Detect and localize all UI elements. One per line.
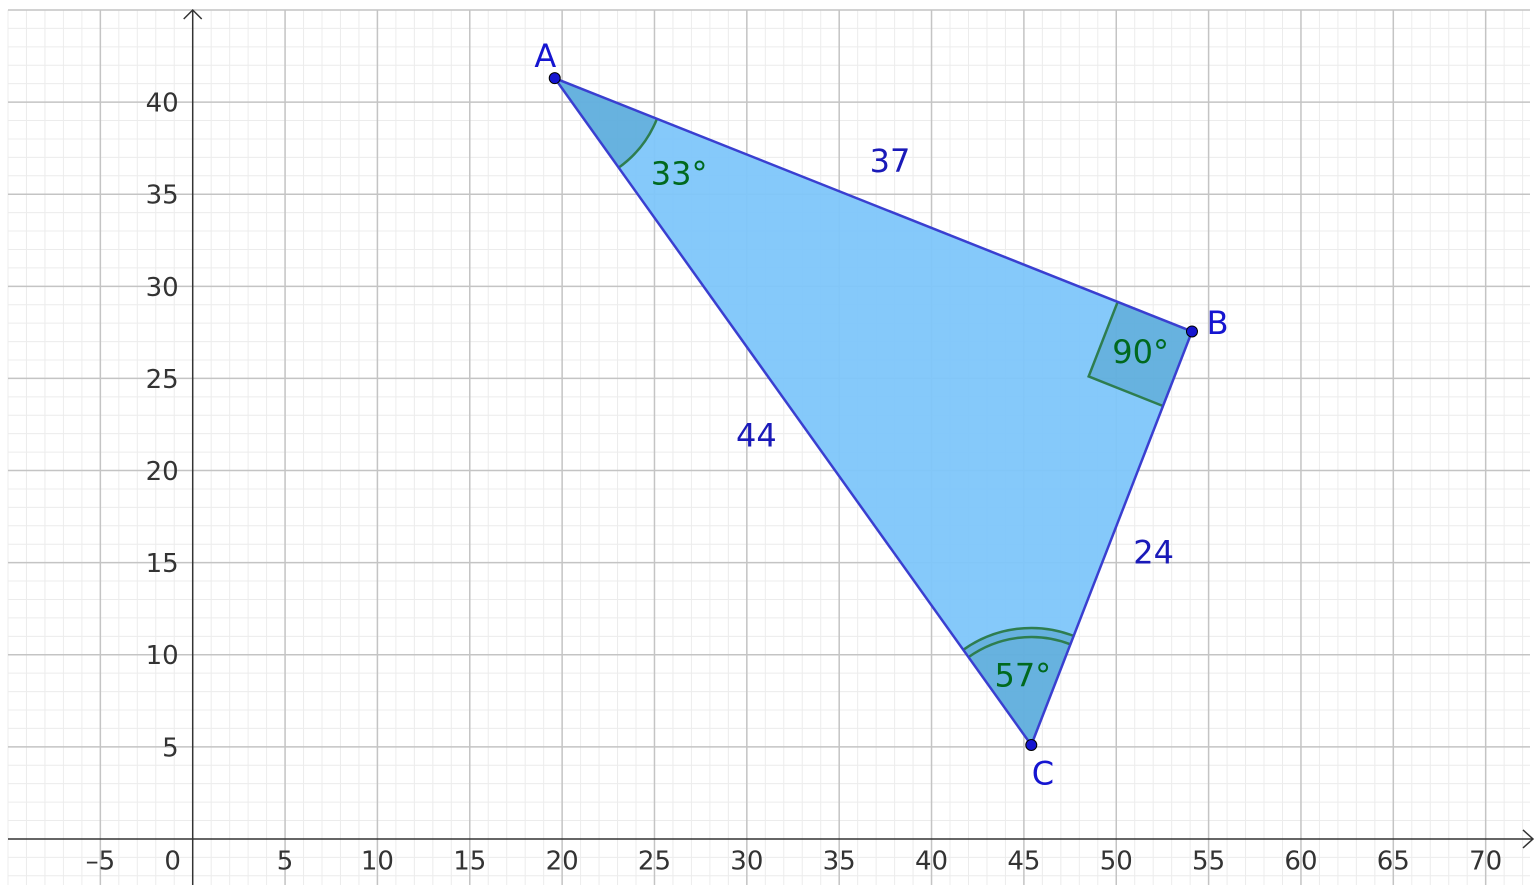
angle-arc xyxy=(617,118,659,169)
point-label: B xyxy=(1207,304,1229,342)
x-tick-label: 50 xyxy=(1100,846,1133,876)
y-tick-label: 25 xyxy=(146,365,179,395)
side-label: 24 xyxy=(1133,534,1174,572)
angle-label: 33° xyxy=(651,155,708,193)
x-tick-label: 10 xyxy=(361,846,394,876)
angle-mark xyxy=(554,78,657,168)
triangle xyxy=(554,78,1192,745)
angle-mark xyxy=(963,627,1074,745)
angle-label: 90° xyxy=(1112,333,1169,371)
point xyxy=(548,72,561,85)
x-tick-label: 5 xyxy=(277,846,294,876)
point-label: A xyxy=(534,37,556,75)
angle-square xyxy=(1087,301,1164,408)
y-tick-label: 5 xyxy=(162,733,179,763)
x-tick-label: 20 xyxy=(546,846,579,876)
point-label: C xyxy=(1032,755,1054,793)
angle-arc xyxy=(962,626,1075,651)
x-tick-label: 60 xyxy=(1284,846,1317,876)
x-tick-label: 0 xyxy=(164,846,181,876)
x-tick-label: 45 xyxy=(1007,846,1040,876)
point xyxy=(1025,739,1038,751)
y-tick-label: 35 xyxy=(146,181,179,211)
x-axis-arrow xyxy=(1522,829,1535,849)
y-tick-label: 30 xyxy=(146,273,179,303)
x-tick-label: 40 xyxy=(915,846,948,876)
x-tick-label: 15 xyxy=(453,846,486,876)
x-tick-label: 65 xyxy=(1377,846,1410,876)
y-axis-arrow xyxy=(183,8,203,20)
side-label: 37 xyxy=(870,142,911,180)
side xyxy=(554,76,1193,333)
x-tick-label: 25 xyxy=(638,846,671,876)
y-tick-label: 15 xyxy=(146,549,179,579)
side-label: 44 xyxy=(736,417,777,455)
x-tick-label: 35 xyxy=(823,846,856,876)
side xyxy=(553,77,1033,746)
y-tick-label: 40 xyxy=(146,89,179,119)
x-tick-label: 70 xyxy=(1469,846,1502,876)
angle-arc xyxy=(967,635,1071,659)
x-tick-label: 30 xyxy=(730,846,763,876)
x-tick-label: 55 xyxy=(1192,846,1225,876)
angle-label: 57° xyxy=(994,657,1051,695)
y-tick-label: 20 xyxy=(146,457,179,487)
point xyxy=(1185,325,1198,338)
x-tick-label: –5 xyxy=(86,846,116,876)
angle-mark xyxy=(1088,301,1192,407)
y-tick-label: 10 xyxy=(146,641,179,671)
side xyxy=(1030,330,1194,746)
